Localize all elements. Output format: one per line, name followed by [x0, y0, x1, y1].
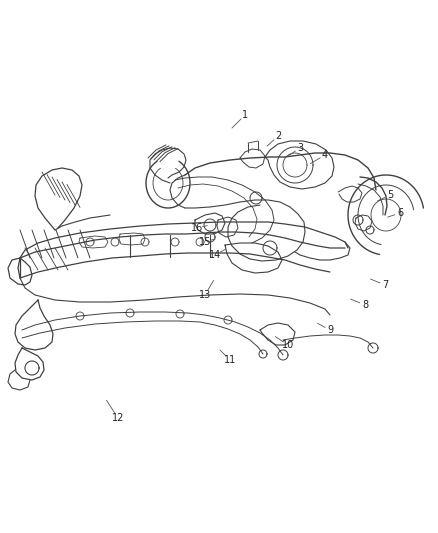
Text: 9: 9 — [327, 325, 333, 335]
Text: 3: 3 — [297, 143, 303, 153]
Text: 12: 12 — [112, 413, 124, 423]
Text: 13: 13 — [199, 290, 211, 300]
Text: 2: 2 — [275, 131, 281, 141]
Text: 11: 11 — [224, 355, 236, 365]
Text: 6: 6 — [397, 208, 403, 218]
Text: 15: 15 — [199, 237, 211, 247]
Text: 8: 8 — [362, 300, 368, 310]
Text: 16: 16 — [191, 223, 203, 233]
Text: 4: 4 — [322, 150, 328, 160]
Text: 1: 1 — [242, 110, 248, 120]
Text: 14: 14 — [209, 250, 221, 260]
Text: 10: 10 — [282, 340, 294, 350]
Text: 7: 7 — [382, 280, 388, 290]
Text: 5: 5 — [387, 190, 393, 200]
